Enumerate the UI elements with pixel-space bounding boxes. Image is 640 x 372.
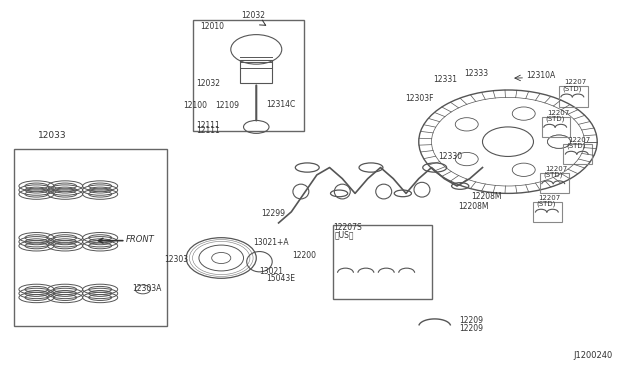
Text: 12111: 12111 [196,121,220,130]
Text: 12010: 12010 [200,22,224,31]
Text: 12208M: 12208M [472,192,502,201]
Text: (STD): (STD) [566,142,586,149]
Text: 12314C: 12314C [266,100,295,109]
Text: 12033: 12033 [38,131,67,140]
Circle shape [455,153,478,166]
Text: 12303: 12303 [164,256,188,264]
Text: J1200240: J1200240 [574,350,613,359]
Text: 12109: 12109 [215,102,239,110]
Text: 12207: 12207 [564,80,586,86]
Text: 12207: 12207 [545,166,567,172]
Text: 12200: 12200 [292,251,316,260]
Bar [559,86,588,107]
Text: 12303A: 12303A [132,284,161,293]
Text: (STD): (STD) [545,115,564,122]
Text: 12310A: 12310A [527,71,556,80]
Text: 12331: 12331 [433,75,458,84]
Text: (STD): (STD) [537,200,556,207]
Text: 13021: 13021 [259,266,284,276]
Bar [333,225,431,299]
Circle shape [512,163,535,176]
Text: 12208M: 12208M [458,202,489,211]
Text: 12032: 12032 [241,11,265,20]
Text: 〈US〉: 〈US〉 [335,231,354,240]
Bar [534,202,562,222]
Bar [541,116,570,137]
Text: (STD): (STD) [543,172,563,178]
Bar [241,61,272,83]
Text: 12330: 12330 [438,153,462,161]
Circle shape [455,118,478,131]
Bar [563,144,592,164]
Text: 13021+A: 13021+A [253,238,289,247]
Text: 12100: 12100 [183,102,207,110]
Bar [14,149,167,326]
Text: 12209: 12209 [459,316,483,326]
Text: 12209: 12209 [459,324,483,333]
Text: 12303F: 12303F [404,94,433,103]
Text: 12207: 12207 [539,195,561,201]
Text: 12207S: 12207S [333,223,362,232]
Circle shape [547,135,570,148]
Text: 15043E: 15043E [266,274,295,283]
Text: 12111: 12111 [196,126,220,135]
Circle shape [512,107,535,120]
Text: (STD): (STD) [562,85,582,92]
Text: FRONT: FRONT [125,235,154,244]
Bar [193,20,304,131]
Text: 12207: 12207 [547,110,569,116]
Bar [540,173,568,193]
Circle shape [547,135,570,148]
Text: 12032: 12032 [196,79,220,88]
Text: 12207: 12207 [568,137,591,143]
Text: 12299: 12299 [261,209,285,218]
Text: 12333: 12333 [465,69,489,78]
